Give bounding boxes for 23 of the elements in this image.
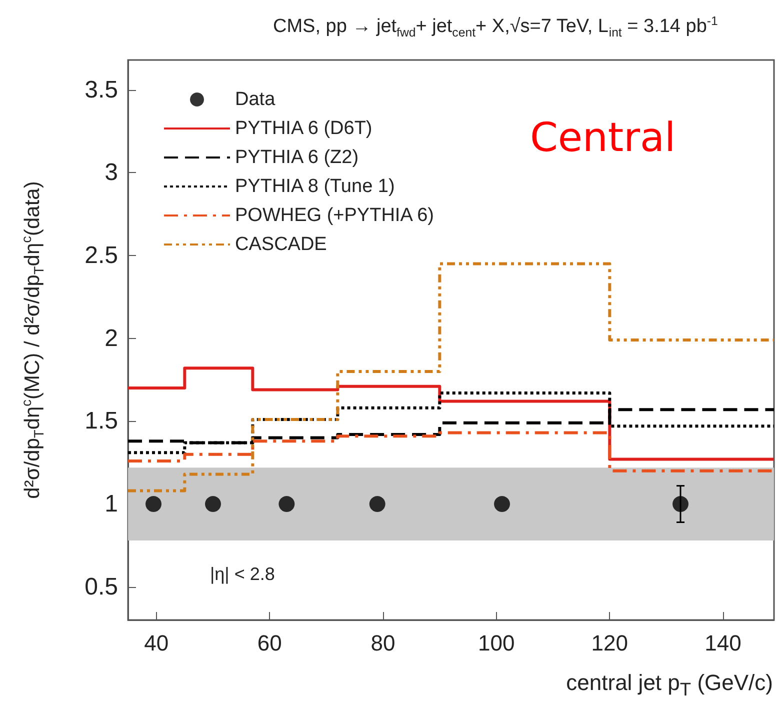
x-tick-label: 80: [370, 630, 396, 656]
y-tick-label: 3.5: [84, 76, 118, 104]
text: d²σ/dpTdηc(MC) / d²σ/dpTdηc(data): [18, 181, 46, 499]
legend-label: POWHEG (+PYTHIA 6): [235, 205, 434, 226]
y-tick-label: 0.5: [84, 573, 118, 600]
x-tick-label: 40: [144, 630, 169, 656]
legend-label: PYTHIA 8 (Tune 1): [235, 176, 395, 197]
x-tick-label: 100: [478, 630, 515, 656]
x-tick-label: 120: [591, 630, 628, 656]
legend-label: CASCADE: [235, 234, 327, 255]
y-tick-label: 2.5: [84, 242, 118, 270]
x-tick-label: 140: [704, 630, 742, 656]
y-tick-label: 1: [104, 490, 118, 518]
y-tick-label: 1.5: [84, 408, 118, 435]
x-tick-label: 60: [257, 630, 282, 656]
annotation: Central: [530, 115, 676, 161]
annotation: |η| < 2.8: [210, 564, 275, 584]
y-tick-label: 3: [104, 159, 118, 186]
legend-label: Data: [235, 89, 276, 110]
legend-label: PYTHIA 6 (Z2): [235, 147, 359, 168]
y-tick-label: 2: [104, 324, 118, 352]
x-axis-title: central jet p$_{T}$ (GeV/c): [566, 670, 773, 700]
legend-label: PYTHIA 6 (D6T): [235, 118, 372, 139]
